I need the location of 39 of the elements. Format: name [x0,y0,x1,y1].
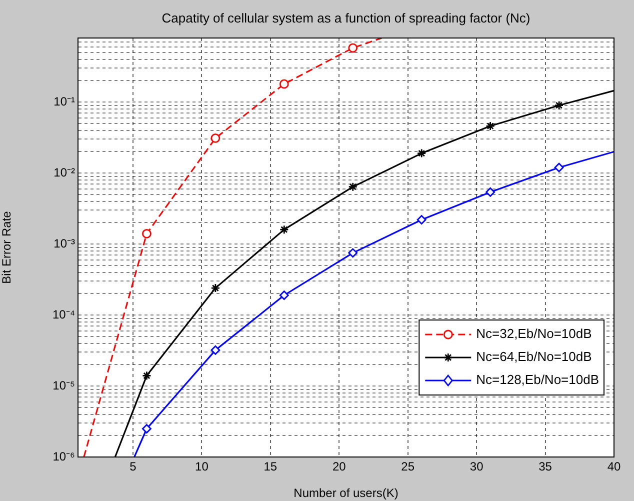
legend-label: Nc=32,Eb/No=10dB [476,326,592,342]
point [348,248,358,258]
x-tick-label: 35 [538,460,552,474]
point [279,79,289,89]
point [279,224,289,234]
point [142,228,152,238]
x-tick-label: 30 [470,460,484,474]
x-tick-label: 5 [130,460,137,474]
legend-label: Nc=128,Eb/No=10dB [476,372,600,388]
y-tick-label: 10⁻⁵ [52,378,76,392]
point [142,424,152,434]
y-tick-label: 10⁻¹ [54,94,76,108]
point [279,290,289,300]
chart-title: Capatity of cellular system as a function of spreading factor (Nc) [162,10,530,26]
point [554,162,564,172]
line-series [83,38,382,457]
x-tick-label: 25 [401,460,415,474]
point [416,148,426,158]
point [554,100,564,110]
point [486,121,496,131]
point [348,43,358,53]
x-tick-label: 15 [264,460,278,474]
x-axis-title: Number of users(K) [294,486,398,500]
y-tick-label: 10⁻³ [54,236,76,250]
point [348,182,358,192]
y-axis-title: Bit Error Rate [0,210,14,284]
point [416,215,426,224]
y-tick-label: 10⁻⁶ [52,449,76,464]
x-tick-label: 10 [195,460,209,474]
point [486,187,496,197]
point [210,345,220,355]
x-tick-label: 40 [607,460,621,474]
y-tick-label: 10⁻² [54,165,76,180]
point [210,134,220,143]
legend-label: Nc=64,Eb/No=10dB [476,349,592,364]
y-tick-label: 10⁻⁴ [52,307,75,322]
x-tick-label: 20 [332,460,346,474]
point [210,283,220,293]
point [142,370,152,380]
